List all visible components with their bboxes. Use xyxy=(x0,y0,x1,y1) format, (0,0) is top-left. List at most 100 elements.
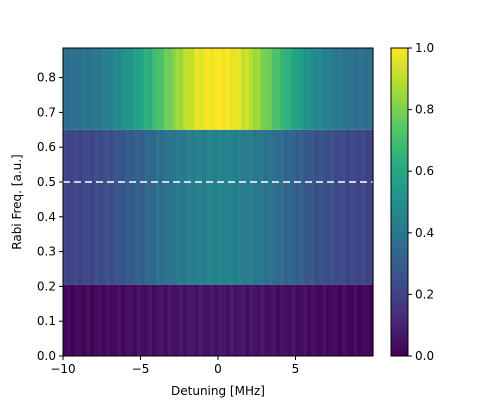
heatmap-cell xyxy=(291,284,297,356)
heatmap-cell xyxy=(128,48,134,130)
heatmap-cell xyxy=(369,129,374,285)
heatmap-cell xyxy=(167,284,173,356)
y-tick-label: 0.0 xyxy=(37,349,56,363)
heatmap-cell xyxy=(132,129,138,285)
heatmap-cell xyxy=(132,284,138,356)
x-tick-label: 5 xyxy=(292,362,300,376)
heatmap-cell xyxy=(121,129,126,285)
heatmap-cell xyxy=(198,48,204,130)
heatmap-cell xyxy=(117,129,122,285)
heatmap-cell xyxy=(210,48,215,130)
heatmap-cell xyxy=(260,129,266,285)
y-axis: 0.0 0.1 0.2 0.3 0.4 0.5 0.6 0.7 0.8 xyxy=(37,71,63,363)
heatmap-cell xyxy=(314,129,320,285)
heatmap-cell xyxy=(218,129,223,285)
heatmap-cell xyxy=(101,48,107,130)
heatmap-cell xyxy=(299,48,304,130)
heatmap-cell xyxy=(276,48,281,130)
heatmap-cell xyxy=(280,129,285,285)
heatmap-cell xyxy=(345,284,351,356)
heatmap-cell xyxy=(109,284,114,356)
heatmap-cell xyxy=(365,48,370,130)
heatmap-cell xyxy=(156,284,161,356)
heatmap-cell xyxy=(74,129,80,285)
heatmap-cell xyxy=(214,48,219,130)
heatmap-cell xyxy=(299,284,304,356)
heatmap-cell xyxy=(330,129,335,285)
heatmap-cell xyxy=(136,129,142,285)
heatmap-cell xyxy=(237,284,242,356)
heatmap-cell xyxy=(349,48,355,130)
colorbar-tick-label: 0.4 xyxy=(415,226,434,240)
colorbar-tick-label: 0.0 xyxy=(415,349,434,363)
heatmap-cell xyxy=(128,284,134,356)
heatmap-cell xyxy=(144,284,149,356)
heatmap-cell xyxy=(190,48,196,130)
heatmap-cell xyxy=(156,129,161,285)
heatmap-cell xyxy=(152,129,157,285)
heatmap-cell xyxy=(152,284,157,356)
heatmap-cell xyxy=(314,284,320,356)
y-tick-label: 0.7 xyxy=(37,105,56,119)
heatmap-cell xyxy=(330,48,335,130)
y-tick-label: 0.4 xyxy=(37,210,56,224)
colorbar-tick-label: 0.2 xyxy=(415,287,434,301)
heatmap-cell xyxy=(63,284,68,356)
heatmap-cell xyxy=(256,48,262,130)
heatmap-cell xyxy=(322,284,328,356)
heatmap-cell xyxy=(276,129,281,285)
heatmap-cell xyxy=(74,284,80,356)
heatmap-cell xyxy=(361,129,366,285)
heatmap-cell xyxy=(287,48,293,130)
heatmap-cell xyxy=(74,48,80,130)
heatmap-cell xyxy=(260,284,266,356)
heatmap-cell xyxy=(179,284,184,356)
heatmap-cell xyxy=(334,129,339,285)
heatmap-cell xyxy=(94,129,99,285)
heatmap-cell xyxy=(159,48,165,130)
heatmap-cell xyxy=(272,284,277,356)
y-tick-label: 0.5 xyxy=(37,175,56,189)
y-tick-label: 0.2 xyxy=(37,279,56,293)
heatmap-cell xyxy=(202,129,207,285)
heatmap-cell xyxy=(268,284,273,356)
heatmap-cell xyxy=(318,48,324,130)
heatmap-cell xyxy=(295,48,300,130)
heatmap-cell xyxy=(214,284,219,356)
heatmap-cell xyxy=(82,129,87,285)
heatmap-cell xyxy=(357,129,362,285)
heatmap-cell xyxy=(291,129,297,285)
heatmap-cell xyxy=(233,284,238,356)
heatmap-cell xyxy=(361,284,366,356)
heatmap-cell xyxy=(280,48,285,130)
heatmap-cell xyxy=(218,284,223,356)
heatmap-cell xyxy=(287,129,293,285)
heatmap-cell xyxy=(237,129,242,285)
heatmap-cell xyxy=(264,48,269,130)
heatmap-cell xyxy=(353,284,359,356)
heatmap-cell xyxy=(109,48,114,130)
heatmap-cell xyxy=(90,284,95,356)
heatmap-cell xyxy=(179,48,184,130)
heatmap-cell xyxy=(369,284,374,356)
heatmap-cell xyxy=(283,284,289,356)
y-tick-label: 0.6 xyxy=(37,140,56,154)
heatmap-cell xyxy=(113,284,118,356)
heatmap-cell xyxy=(314,48,320,130)
heatmap-cell xyxy=(132,48,138,130)
heatmap-cell xyxy=(167,129,173,285)
heatmap-cell xyxy=(198,129,204,285)
heatmap-cell xyxy=(365,284,370,356)
heatmap-cell xyxy=(70,48,76,130)
heatmap-cell xyxy=(175,48,180,130)
heatmap-cell xyxy=(268,48,273,130)
heatmap-cell xyxy=(214,129,219,285)
heatmap-cell xyxy=(140,129,145,285)
heatmap-cell xyxy=(125,129,130,285)
heatmap-cell xyxy=(245,284,250,356)
heatmap-cell xyxy=(148,48,153,130)
heatmap-cell xyxy=(82,48,87,130)
heatmap-cell xyxy=(291,48,297,130)
heatmap-cell xyxy=(311,48,316,130)
heatmap-cell xyxy=(94,48,99,130)
